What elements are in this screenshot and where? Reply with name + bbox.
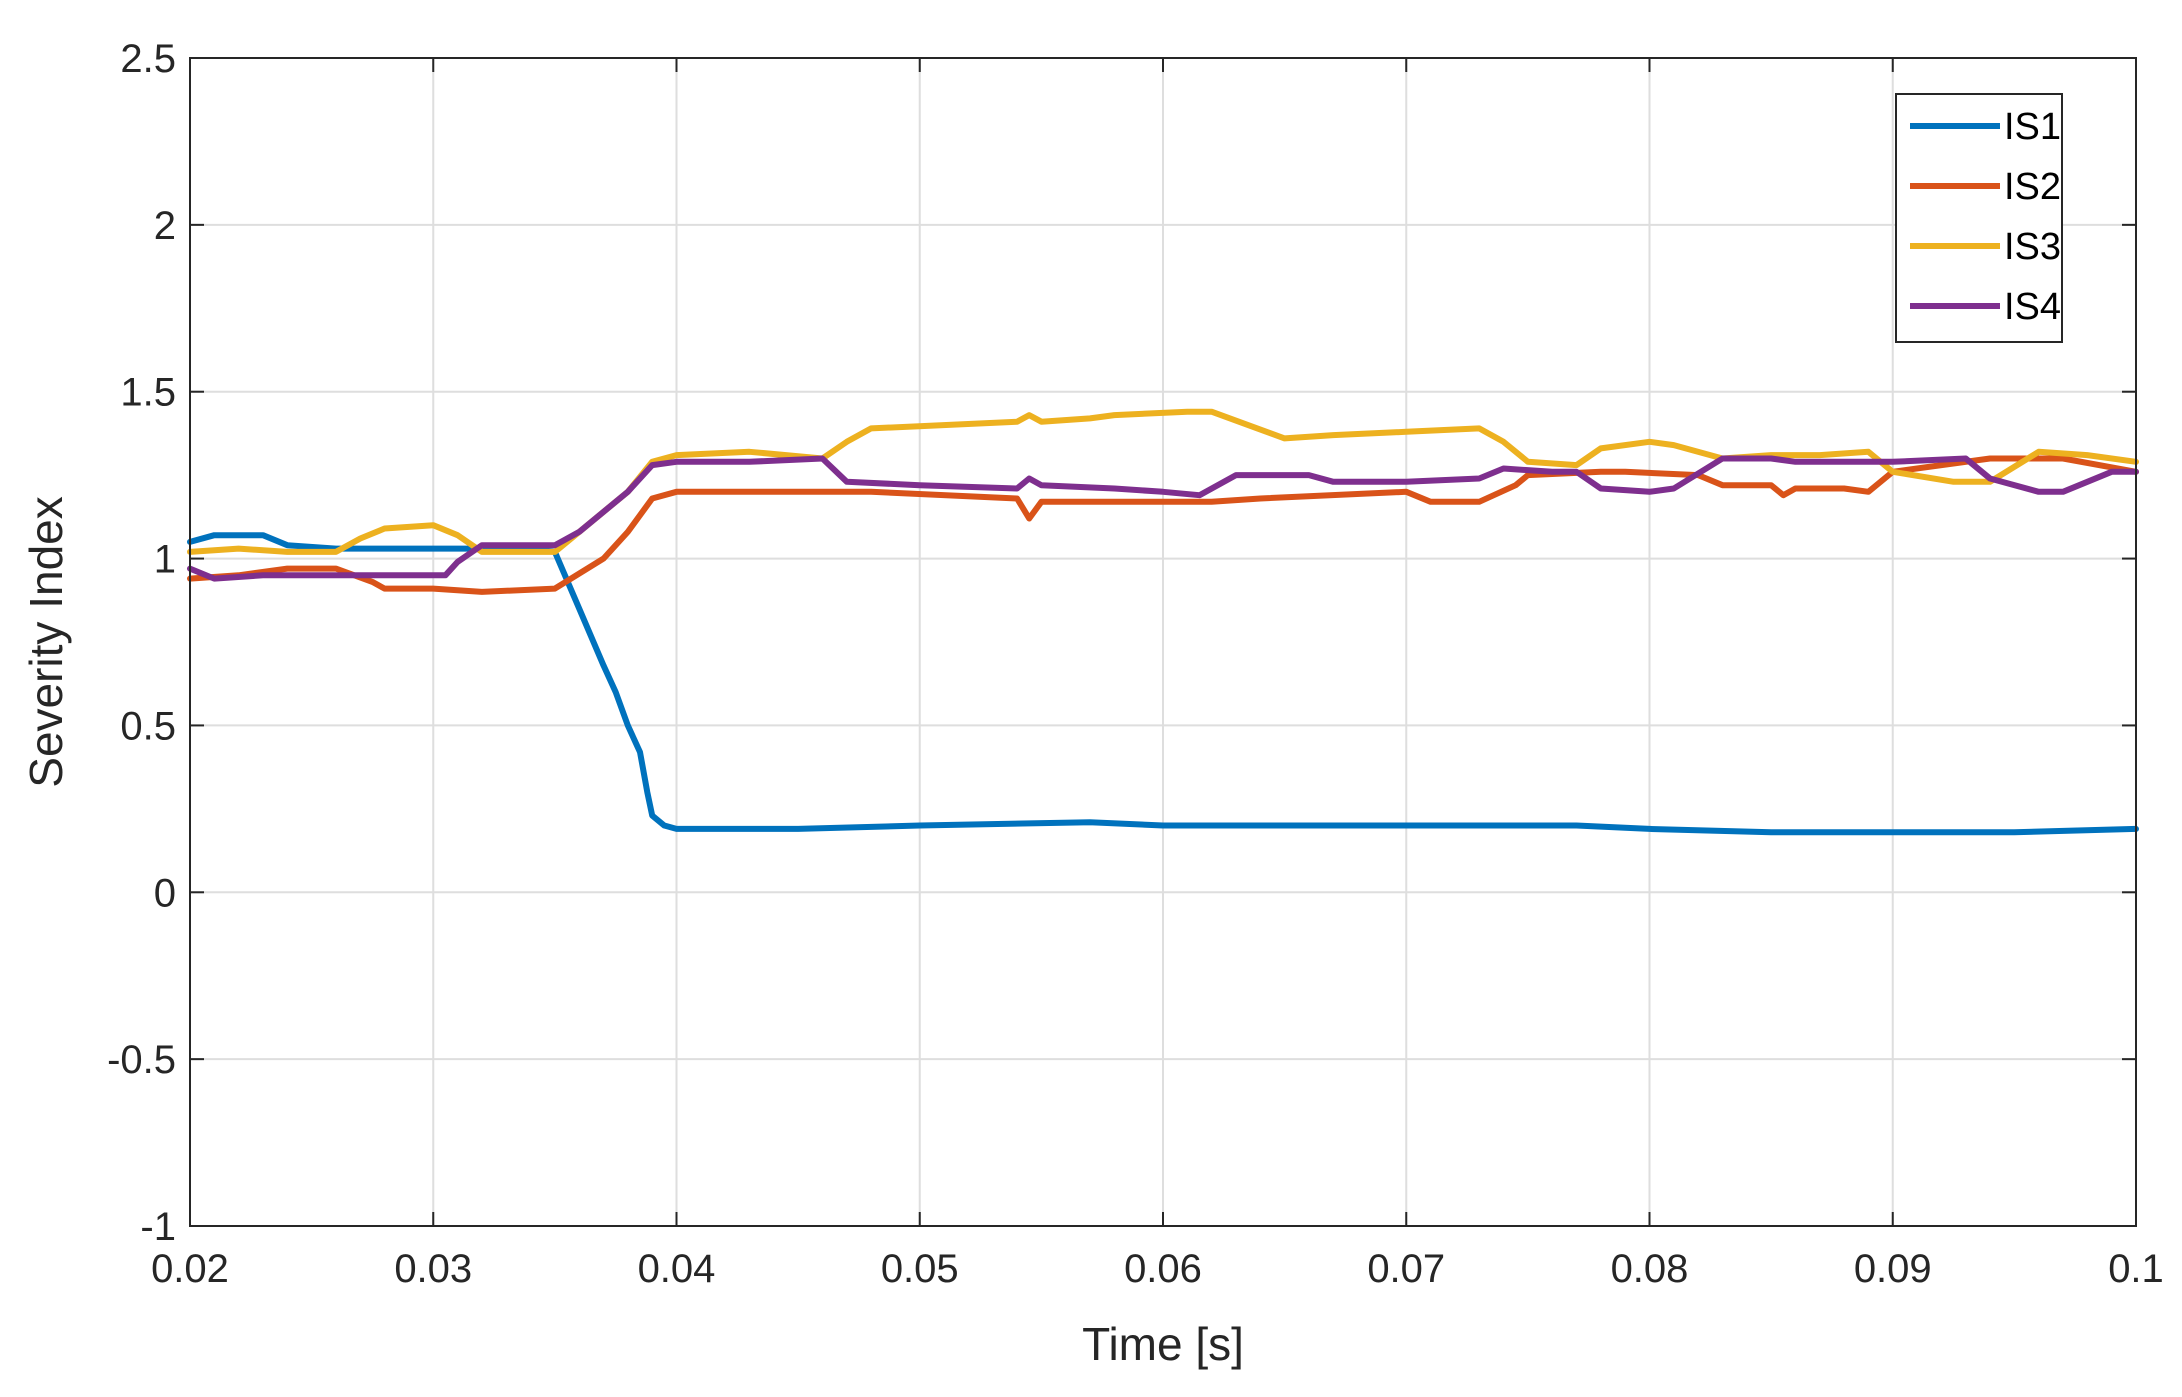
- legend-label-is4: IS4: [2004, 286, 2061, 328]
- x-tick-label: 0.02: [151, 1247, 229, 1291]
- y-tick-label: -0.5: [107, 1038, 176, 1082]
- series-line-is3: [187, 408, 2139, 555]
- legend-label-is2: IS2: [2004, 166, 2061, 208]
- legend-label-is1: IS1: [2004, 106, 2061, 148]
- legend: IS1 IS2 IS3 IS4: [1895, 93, 2063, 343]
- x-tick-label: 0.07: [1367, 1247, 1445, 1291]
- grid-lines: [189, 57, 2137, 1227]
- x-tick-label: 0.09: [1854, 1247, 1932, 1291]
- x-tick-label: 0.05: [881, 1247, 959, 1291]
- x-axis-ticks: 0.02 0.03 0.04 0.05 0.06 0.07 0.08 0.09 0.1: [151, 58, 2164, 1291]
- series-line-is1: [187, 532, 2139, 836]
- x-axis-title: Time [s]: [1082, 1318, 1244, 1370]
- x-tick-label: 0.03: [394, 1247, 472, 1291]
- y-tick-label: -1: [140, 1205, 176, 1249]
- series-line-is2: [187, 455, 2139, 595]
- x-tick-label: 0.1: [2108, 1247, 2164, 1291]
- series-lines: [187, 408, 2139, 836]
- y-tick-label: 2.5: [120, 37, 176, 81]
- y-axis-title: Severity Index: [20, 496, 72, 787]
- series-line-is4: [187, 455, 2139, 582]
- x-tick-label: 0.08: [1611, 1247, 1689, 1291]
- y-tick-label: 0: [154, 871, 176, 915]
- y-tick-label: 1.5: [120, 371, 176, 415]
- y-tick-label: 2: [154, 204, 176, 248]
- legend-box: [1895, 93, 2063, 343]
- y-axis-ticks: -1 -0.5 0 0.5 1 1.5 2 2.5: [107, 37, 2136, 1249]
- y-tick-label: 1: [154, 538, 176, 582]
- legend-label-is3: IS3: [2004, 226, 2061, 268]
- y-tick-label: 0.5: [120, 704, 176, 748]
- x-tick-label: 0.06: [1124, 1247, 1202, 1291]
- x-tick-label: 0.04: [638, 1247, 716, 1291]
